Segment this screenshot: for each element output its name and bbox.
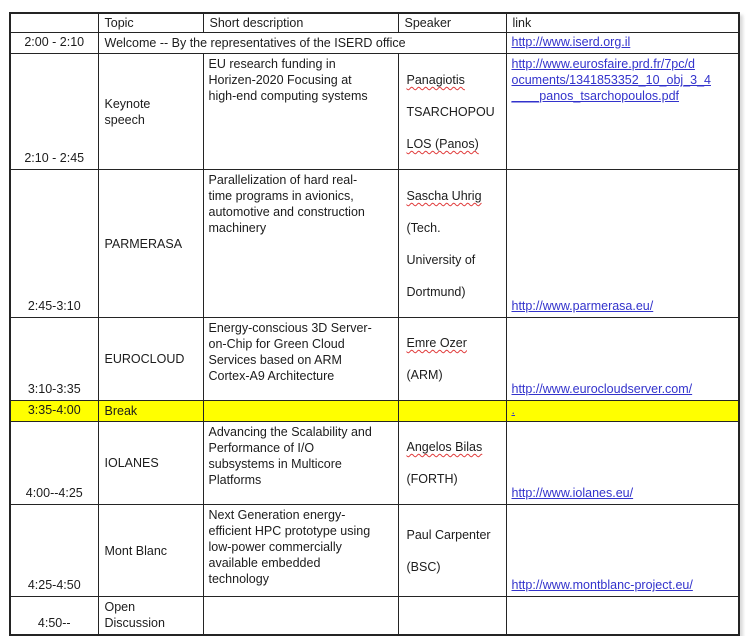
header-row: Topic Short description Speaker link [9, 12, 740, 33]
speaker-name-line: Dortmund) [406, 285, 466, 299]
link-cell: http://www.eurosfaire.prd.fr/7pc/d ocume… [505, 53, 740, 170]
topic-cell: EUROCLOUD [97, 317, 204, 401]
speaker-name-line: TSARCHOPOU [406, 105, 495, 119]
time-cell: 4:00--4:25 [9, 421, 99, 505]
speaker-cell [397, 400, 507, 422]
link-cell: http://www.eurocloudserver.com/ [505, 317, 740, 401]
link-cell: http://www.iolanes.eu/ [505, 421, 740, 505]
link-cell: http://www.iserd.org.il [505, 32, 740, 54]
eurocloud-hyperlink[interactable]: http://www.eurocloudserver.com/ [511, 382, 693, 396]
speaker-name-line: (FORTH) [406, 472, 458, 486]
link-cell: http://www.montblanc-project.eu/ [505, 504, 740, 597]
topic-cell: PARMERASA [97, 169, 204, 318]
row-open-discussion: 4:50-- Open Discussion [9, 596, 740, 635]
link-cell: . [505, 400, 740, 422]
welcome-merged-cell: Welcome -- By the representatives of the… [97, 32, 507, 54]
header-cell-link: link [505, 12, 740, 33]
time-cell: 4:25-4:50 [9, 504, 99, 597]
speaker-name-line: Panagiotis [406, 73, 465, 87]
parmerasa-hyperlink[interactable]: http://www.parmerasa.eu/ [511, 299, 654, 313]
speaker-name-line: (BSC) [406, 559, 441, 574]
description-cell: Parallelization of hard real- time progr… [202, 169, 399, 318]
speaker-name-line: Emre Ozer [406, 336, 467, 350]
topic-cell: Break [97, 400, 204, 422]
header-cell-time [9, 12, 99, 33]
time-cell: 3:10-3:35 [9, 317, 99, 401]
description-cell [202, 596, 399, 635]
description-cell: Advancing the Scalability and Performanc… [202, 421, 399, 505]
description-cell: EU research funding in Horizen-2020 Focu… [202, 53, 399, 170]
header-cell-description: Short description [202, 12, 399, 33]
time-cell: 4:50-- [9, 596, 99, 635]
description-cell [202, 400, 399, 422]
break-placeholder-hyperlink[interactable]: . [511, 403, 515, 417]
schedule-table-container: Topic Short description Speaker link 2:0… [9, 12, 740, 636]
topic-cell: Open Discussion [97, 596, 204, 635]
montblanc-hyperlink[interactable]: http://www.montblanc-project.eu/ [511, 578, 693, 592]
speaker-cell: Paul Carpenter (BSC) [397, 504, 507, 597]
row-break: 3:35-4:00 Break . [9, 400, 740, 422]
topic-cell: Keynote speech [97, 53, 204, 170]
row-eurocloud: 3:10-3:35 EUROCLOUD Energy-conscious 3D … [9, 317, 740, 401]
speaker-cell [397, 596, 507, 635]
speaker-name-line: LOS (Panos) [406, 137, 479, 151]
speaker-name-line: Sascha Uhrig [406, 189, 482, 203]
speaker-name-line: Paul Carpenter [406, 527, 491, 542]
speaker-cell: Sascha Uhrig (Tech. University of Dortmu… [397, 169, 507, 318]
eurosfaire-hyperlink[interactable]: http://www.eurosfaire.prd.fr/7pc/d ocume… [511, 57, 711, 103]
speaker-cell: Emre Ozer (ARM) [397, 317, 507, 401]
link-cell [505, 596, 740, 635]
topic-cell: IOLANES [97, 421, 204, 505]
row-keynote: 2:10 - 2:45 Keynote speech EU research f… [9, 53, 740, 170]
header-cell-topic: Topic [97, 12, 204, 33]
header-cell-speaker: Speaker [397, 12, 507, 33]
iserd-hyperlink[interactable]: http://www.iserd.org.il [511, 35, 631, 49]
link-cell: http://www.parmerasa.eu/ [505, 169, 740, 318]
time-cell: 2:45-3:10 [9, 169, 99, 318]
row-welcome: 2:00 - 2:10 Welcome -- By the representa… [9, 32, 740, 54]
time-cell: 3:35-4:00 [9, 400, 99, 422]
description-cell: Next Generation energy- efficient HPC pr… [202, 504, 399, 597]
schedule-table: Topic Short description Speaker link 2:0… [9, 12, 740, 636]
speaker-name-line: Angelos Bilas [406, 440, 483, 454]
description-cell: Energy-conscious 3D Server- on-Chip for … [202, 317, 399, 401]
time-cell: 2:10 - 2:45 [9, 53, 99, 170]
speaker-name-line: (ARM) [406, 368, 443, 382]
topic-cell: Mont Blanc [97, 504, 204, 597]
speaker-cell: Angelos Bilas (FORTH) [397, 421, 507, 505]
speaker-cell: Panagiotis TSARCHOPOU LOS (Panos) [397, 53, 507, 170]
iolanes-hyperlink[interactable]: http://www.iolanes.eu/ [511, 486, 634, 500]
speaker-name-line: (Tech. [406, 221, 441, 235]
row-iolanes: 4:00--4:25 IOLANES Advancing the Scalabi… [9, 421, 740, 505]
row-parmerasa: 2:45-3:10 PARMERASA Parallelization of h… [9, 169, 740, 318]
time-cell: 2:00 - 2:10 [9, 32, 99, 54]
speaker-name-line: University of [406, 253, 476, 267]
row-montblanc: 4:25-4:50 Mont Blanc Next Generation ene… [9, 504, 740, 597]
